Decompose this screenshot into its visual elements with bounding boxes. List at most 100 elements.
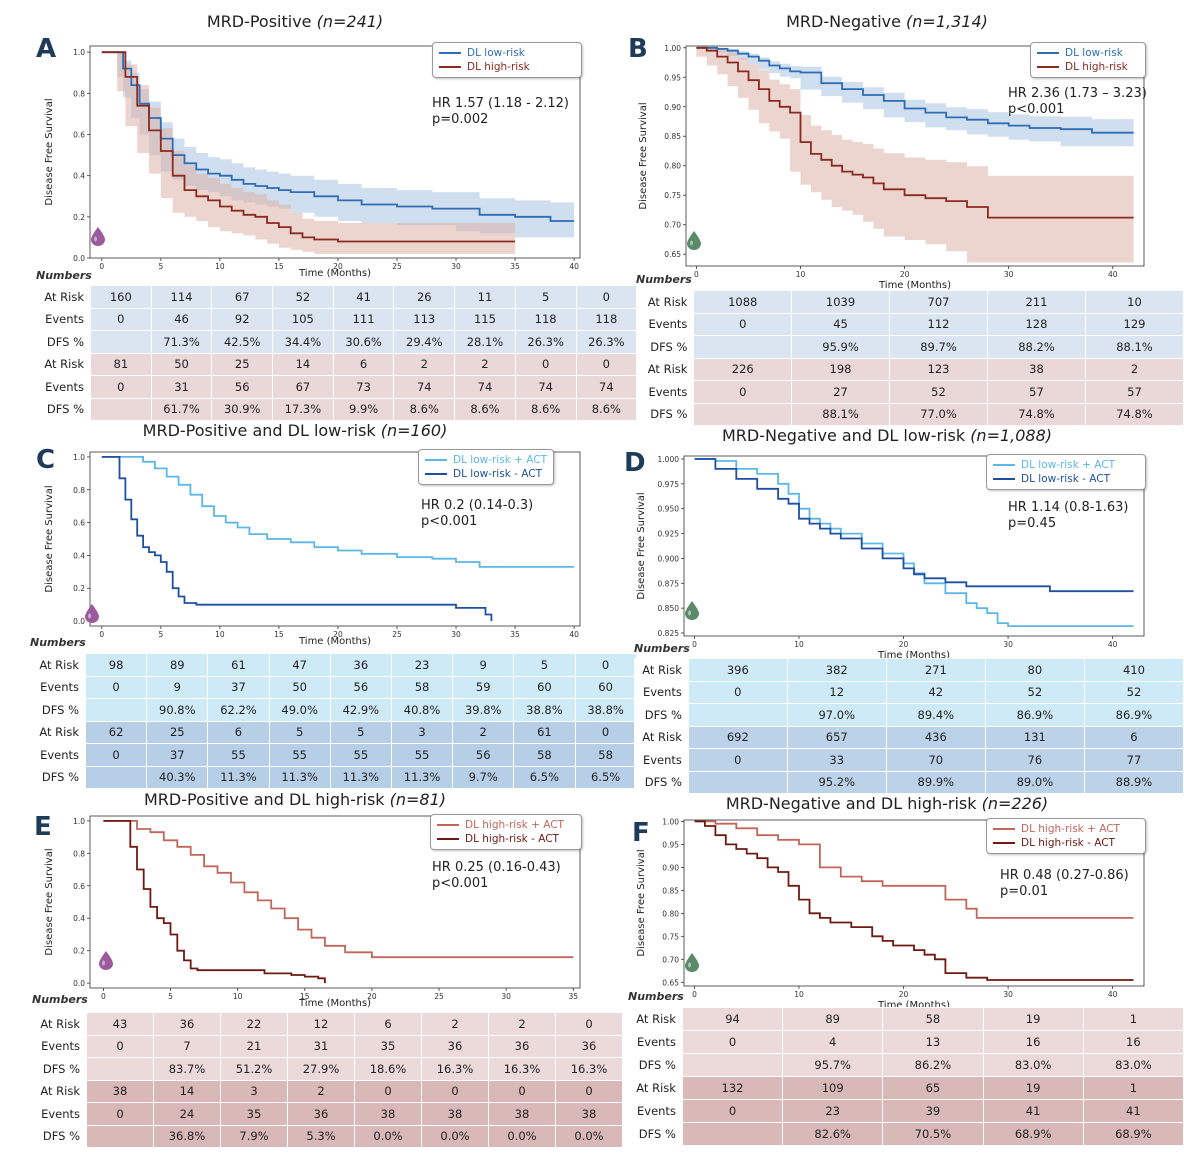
table-cell: 58 (513, 743, 576, 767)
legend-swatch (993, 828, 1015, 830)
y-tick-label: 0.4 (73, 914, 85, 923)
drop-shape (99, 951, 113, 970)
table-cell: 111 (332, 307, 395, 331)
x-tick-label: 10 (794, 990, 804, 999)
table-cell: 6.5% (574, 765, 637, 789)
table-cell: 0 (575, 352, 638, 376)
table-cell: 0 (693, 312, 793, 336)
legend-item: DL low-risk - ACT (425, 467, 547, 481)
table-cell: 81 (90, 352, 152, 376)
table-cell: 58 (574, 743, 637, 767)
table-cell: 27 (791, 380, 891, 404)
drop-shape (687, 231, 701, 250)
table-cell: 2 (1084, 357, 1184, 381)
hr-text: HR 0.48 (0.27-0.86) (1000, 868, 1129, 883)
p-value: p=0.45 (1008, 516, 1057, 531)
panel-title: MRD-Negative and DL low-risk (n=1,088) (590, 426, 1184, 445)
table-row: Events 0 12 42 52 52 (634, 680, 1184, 704)
drop-highlight (688, 610, 691, 616)
table-cell: 0 (575, 285, 638, 309)
table-cell: 38 (986, 357, 1086, 381)
y-tick-label: 1.000 (658, 455, 680, 464)
table-cell: 2 (452, 720, 515, 744)
legend-item: DL low-risk (1037, 46, 1139, 60)
table-cell (90, 397, 152, 421)
table-cell: 36.8% (153, 1124, 221, 1148)
blood-drop-icon-svg (91, 227, 105, 246)
table-cell: 0 (693, 380, 793, 404)
legend-swatch (993, 464, 1015, 466)
legend-swatch (1037, 66, 1059, 68)
p-value: p=0.002 (432, 112, 489, 127)
table-cell: 95.7% (782, 1053, 884, 1077)
panel-title-text: MRD-Negative and DL high-risk (725, 794, 982, 813)
table-cell: 70 (885, 748, 986, 772)
table-cell: 60 (574, 675, 637, 699)
row-label: Events (30, 675, 86, 699)
table-cell: 8.6% (454, 397, 516, 421)
table-cell: 10 (1084, 290, 1184, 314)
table-cell: 0.0% (488, 1124, 556, 1148)
legend: DL low-risk + ACT DL low-risk - ACT (418, 449, 554, 485)
table-cell: 82.6% (782, 1122, 884, 1146)
y-tick-label: 0.0 (73, 979, 85, 988)
panel-title-n: (n=241) (316, 12, 384, 31)
y-tick-label: 0.6 (73, 882, 85, 891)
x-tick-label: 0 (694, 270, 699, 279)
panel-letter: D (624, 448, 646, 478)
legend: DL low-risk + ACT DL low-risk - ACT (986, 454, 1146, 490)
table-cell: 39.8% (452, 698, 515, 722)
y-tick-label: 1.00 (662, 817, 679, 826)
table-row: DFS % 83.7% 51.2% 27.9% 18.6% 16.3% 16.3% 16.3% (32, 1057, 623, 1081)
table-row: At Risk 160 114 67 52 41 26 11 5 0 (36, 285, 638, 309)
table-cell: 52 (272, 285, 334, 309)
table-cell: 56 (452, 743, 515, 767)
row-label: At Risk (628, 1007, 683, 1031)
y-tick-label: 0.6 (73, 519, 85, 528)
y-tick-label: 0.75 (664, 191, 681, 200)
numbers-label: Numbers (634, 642, 690, 655)
table-cell: 11.3% (329, 765, 392, 789)
table-cell: 11.3% (390, 765, 454, 789)
row-label: At Risk (30, 720, 86, 744)
table-row: At Risk 62 25 6 5 5 3 2 61 0 (30, 720, 637, 744)
row-label: Events (32, 1034, 87, 1058)
table-cell: 0 (86, 1102, 154, 1126)
x-tick-label: 15 (274, 630, 284, 639)
table-cell: 42.9% (329, 698, 392, 722)
table-cell: 198 (791, 357, 891, 381)
table-row: DFS % 61.7% 30.9% 17.3% 9.9% 8.6% 8.6% 8.6% 8.6% (36, 397, 638, 421)
hr-text: HR 2.36 (1.73 – 3.23) (1008, 86, 1147, 101)
table-cell: 131 (984, 725, 1085, 749)
table-cell: 1088 (693, 290, 793, 314)
x-axis-label: Time (Months) (298, 636, 371, 646)
table-cell: 83.0% (1082, 1053, 1184, 1077)
table-row: Events 0 37 55 55 55 55 56 58 58 (30, 743, 637, 767)
row-label: DFS % (628, 1053, 683, 1077)
table-cell: 98 (84, 653, 148, 677)
blood-drop-icon (90, 226, 106, 246)
numbers-label: Numbers (628, 990, 684, 1003)
table-cell: 73 (332, 375, 395, 399)
table-row: At Risk 43 36 22 12 6 2 2 0 (32, 1012, 623, 1036)
table-cell: 19 (982, 1076, 1084, 1100)
table-cell: 86.2% (882, 1053, 984, 1077)
table-cell: 118 (575, 307, 638, 331)
numbers-at-risk-table: At Risk 1088 1039 707 211 10 Events 0 45 112 128 12… (635, 290, 1184, 426)
row-label: At Risk (634, 725, 689, 749)
survival-curve-1 (103, 820, 574, 959)
row-label: DFS % (30, 698, 86, 722)
table-cell: 80 (984, 658, 1085, 682)
table-cell: 226 (693, 357, 793, 381)
table-cell: 25 (146, 720, 209, 744)
blood-drop-icon (684, 952, 700, 972)
row-label: At Risk (635, 290, 695, 314)
table-cell: 55 (390, 743, 454, 767)
table-row: DFS % 95.2% 89.9% 89.0% 88.9% (634, 770, 1184, 794)
table-cell: 58 (390, 675, 454, 699)
y-tick-label: 1.0 (73, 48, 85, 57)
table-cell: 41 (1082, 1099, 1184, 1123)
blood-drop-icon-svg (99, 951, 113, 970)
table-cell (693, 335, 793, 359)
table-row: DFS % 97.0% 89.4% 86.9% 86.9% (634, 703, 1184, 727)
